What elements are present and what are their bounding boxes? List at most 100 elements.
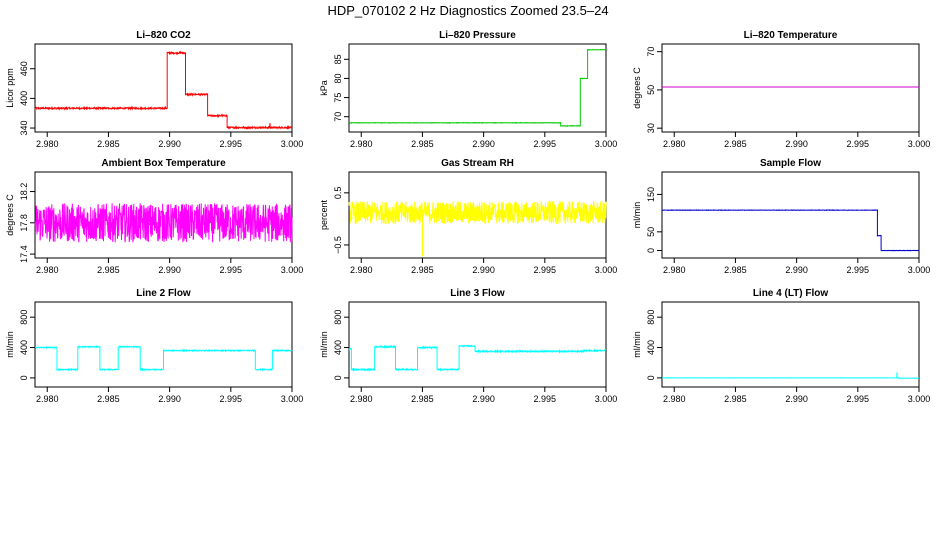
x-tick-label: 2.995: [534, 265, 557, 275]
x-tick-label: 2.980: [663, 139, 686, 149]
plot-frame: [661, 43, 920, 133]
chart-panel-9: Line 4 (LT) Flow 2.980 2.985 2.990 2.995 3.00…: [632, 288, 930, 404]
x-tick-label: 2.990: [158, 265, 181, 275]
x-tick-label: 2.980: [350, 394, 373, 404]
plot-frame: [348, 301, 607, 388]
y-tick-label: 800: [19, 310, 29, 325]
y-tick-label: 800: [333, 310, 343, 325]
x-tick-label: 2.980: [663, 394, 686, 404]
x-tick-label: 2.990: [472, 139, 495, 149]
series-line: [34, 203, 293, 243]
chart-panel-5: Gas Stream RH 2.980 2.985 2.990 2.995 3.000 −0…: [319, 158, 617, 275]
y-tick-label: 400: [646, 340, 656, 355]
y-tick-label: 75: [333, 93, 343, 103]
y-tick-label: 0: [646, 375, 656, 380]
x-tick-label: 2.995: [220, 139, 243, 149]
chart-title: Li–820 CO2: [136, 30, 191, 41]
plot-frame: [661, 171, 920, 259]
x-tick-label: 2.995: [847, 394, 870, 404]
x-tick-label: 2.985: [97, 394, 120, 404]
chart-panel-7: Line 2 Flow 2.980 2.985 2.990 2.995 3.000 0 400…: [5, 288, 303, 404]
y-tick-label: 460: [19, 61, 29, 76]
y-tick-label: 70: [646, 47, 656, 57]
x-tick-label: 2.990: [785, 394, 808, 404]
y-tick-label: 85: [333, 54, 343, 64]
x-tick-label: 2.990: [785, 265, 808, 275]
chart-panel-2: Li–820 Pressure 2.980 2.985 2.990 2.995 3.000…: [319, 30, 617, 149]
x-tick-label: 2.995: [847, 139, 870, 149]
chart-panel-1: Li–820 CO2 2.980 2.985 2.990 2.995 3.000 340 40…: [5, 30, 303, 149]
chart-panel-3: Li–820 Temperature 2.980 2.985 2.990 2.995 3.…: [632, 30, 930, 149]
chart-title: Ambient Box Temperature: [101, 158, 226, 169]
y-axis-label: ml/min: [5, 331, 15, 358]
x-tick-label: 2.985: [411, 265, 434, 275]
y-tick-label: 0.5: [333, 187, 343, 200]
plot-frame: [661, 301, 920, 388]
chart-title: Line 3 Flow: [450, 288, 505, 299]
chart-title: Sample Flow: [760, 158, 821, 169]
chart-title: Li–820 Pressure: [439, 30, 516, 41]
x-tick-label: 2.995: [534, 139, 557, 149]
x-tick-label: 3.000: [595, 265, 618, 275]
y-axis-label: ml/min: [632, 202, 642, 229]
y-axis-label: Licor ppm: [5, 68, 15, 108]
x-tick-label: 2.990: [158, 139, 181, 149]
y-tick-label: 17.8: [19, 214, 29, 232]
x-tick-label: 3.000: [595, 139, 618, 149]
y-tick-label: 400: [19, 91, 29, 106]
chart-title: Gas Stream RH: [441, 158, 514, 169]
y-tick-label: 0: [333, 375, 343, 380]
x-tick-label: 2.985: [411, 394, 434, 404]
x-tick-label: 3.000: [908, 139, 931, 149]
plot-frame: [348, 43, 607, 133]
x-tick-label: 3.000: [908, 265, 931, 275]
chart-title: Line 2 Flow: [136, 288, 191, 299]
x-tick-label: 2.985: [724, 265, 747, 275]
y-tick-label: 50: [646, 85, 656, 95]
x-tick-label: 2.985: [411, 139, 434, 149]
x-tick-label: 2.995: [220, 394, 243, 404]
y-axis-label: degrees C: [5, 194, 15, 236]
x-tick-label: 3.000: [281, 265, 304, 275]
series-line: [348, 344, 607, 373]
x-tick-label: 2.990: [472, 265, 495, 275]
x-tick-label: 2.995: [847, 265, 870, 275]
x-tick-label: 2.980: [36, 265, 59, 275]
y-tick-label: −0.5: [333, 236, 343, 254]
x-tick-label: 2.985: [724, 139, 747, 149]
y-tick-label: 50: [646, 227, 656, 237]
y-axis-label: degrees C: [632, 67, 642, 109]
y-tick-label: 30: [646, 123, 656, 133]
x-tick-label: 2.980: [36, 139, 59, 149]
x-tick-label: 3.000: [281, 139, 304, 149]
x-tick-label: 2.990: [158, 394, 181, 404]
y-tick-label: 0: [19, 375, 29, 380]
chart-panel-4: Ambient Box Temperature 2.980 2.985 2.990 2.…: [5, 158, 303, 275]
chart-title: Line 4 (LT) Flow: [753, 288, 829, 299]
y-axis-label: ml/min: [632, 331, 642, 358]
plot-frame: [34, 43, 293, 133]
y-tick-label: 150: [646, 187, 656, 202]
series-line: [348, 48, 607, 127]
x-tick-label: 2.995: [220, 265, 243, 275]
x-tick-label: 2.985: [97, 139, 120, 149]
x-tick-label: 2.980: [36, 394, 59, 404]
series-line: [348, 200, 607, 225]
x-tick-label: 3.000: [908, 394, 931, 404]
x-tick-label: 2.980: [350, 139, 373, 149]
x-tick-label: 2.990: [785, 139, 808, 149]
y-tick-label: 18.2: [19, 183, 29, 201]
y-tick-label: 400: [19, 340, 29, 355]
x-tick-label: 2.985: [724, 394, 747, 404]
plot-frame: [34, 171, 293, 259]
y-axis-label: ml/min: [319, 331, 329, 358]
x-tick-label: 2.980: [350, 265, 373, 275]
series-line: [34, 50, 293, 131]
x-tick-label: 2.995: [534, 394, 557, 404]
figure-title: HDP_070102 2 Hz Diagnostics Zoomed 23.5–…: [327, 3, 609, 18]
y-axis-label: percent: [319, 199, 329, 230]
y-tick-label: 17.4: [19, 245, 29, 263]
plot-frame: [34, 301, 293, 388]
